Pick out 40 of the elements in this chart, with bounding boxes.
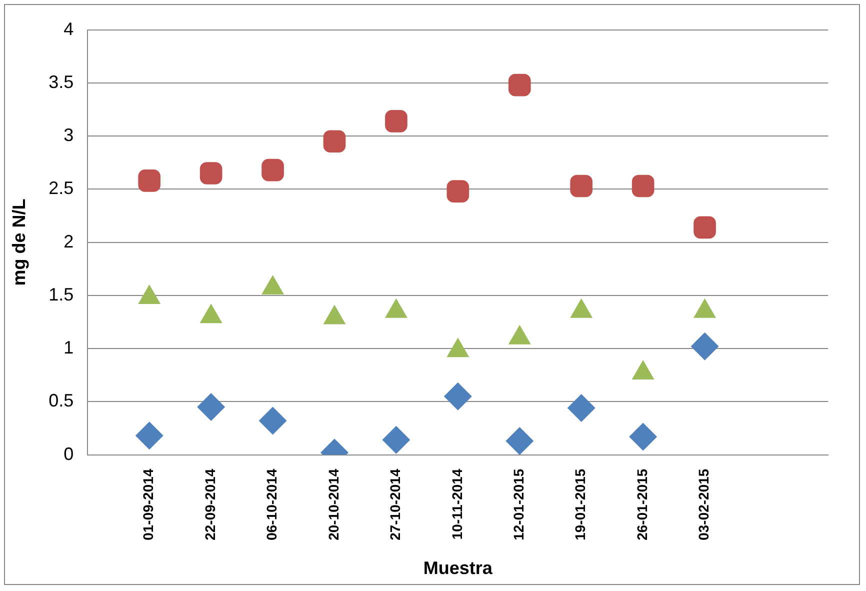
y-tick-label: 1: [64, 338, 74, 358]
point: [135, 422, 164, 450]
point: [382, 426, 410, 454]
point: [444, 382, 472, 410]
point: [197, 392, 226, 421]
point: [200, 162, 222, 184]
x-tick-label: 12-01-2015: [510, 468, 526, 540]
point: [506, 426, 534, 455]
point: [323, 130, 346, 153]
point: [446, 180, 470, 202]
point: [690, 332, 719, 360]
point: [570, 174, 592, 198]
x-tick-label: 27-10-2014: [387, 468, 404, 540]
y-tick-label: 2.5: [48, 178, 74, 198]
point: [262, 158, 284, 182]
y-tick-label: 0: [64, 444, 74, 464]
x-axis-title: Muestra: [423, 558, 494, 578]
x-tick-label: 10-11-2014: [448, 468, 465, 540]
x-tick-label: 03-02-2015: [696, 468, 712, 540]
point: [385, 110, 408, 132]
x-tick-label: 26-01-2015: [634, 468, 650, 540]
x-tick-label: 22-09-2014: [202, 468, 218, 540]
point: [258, 406, 287, 435]
x-tick-label: 06-10-2014: [264, 468, 280, 540]
y-tick-label: 3.5: [48, 72, 74, 92]
y-tick-label: 4: [64, 18, 74, 39]
point: [138, 170, 160, 192]
point: [632, 174, 654, 198]
point: [629, 422, 658, 451]
y-axis-title: mg de N/L: [8, 198, 29, 286]
y-tick-label: 3: [64, 125, 74, 146]
point: [567, 394, 596, 422]
x-tick-label: 19-01-2015: [572, 468, 588, 540]
y-tick-label: 2: [64, 231, 74, 252]
point: [508, 74, 531, 96]
x-tick-label: 01-09-2014: [140, 468, 156, 540]
point: [694, 216, 716, 239]
y-tick-label: 1.5: [48, 284, 74, 304]
x-tick-label: 20-10-2014: [325, 468, 342, 540]
y-tick-label: 0.5: [48, 390, 74, 411]
